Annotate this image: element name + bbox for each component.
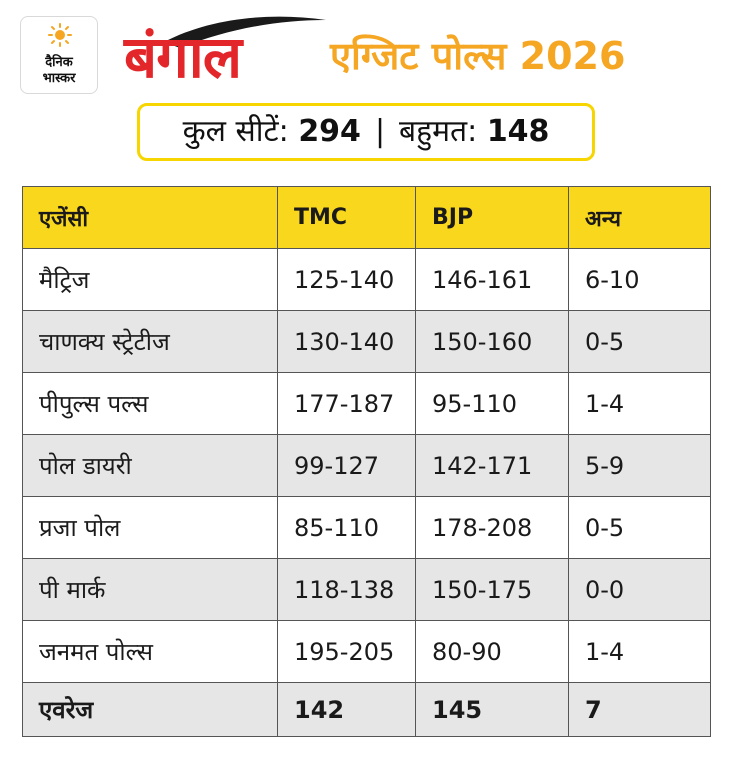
tmc-cell: 195-205: [277, 620, 416, 683]
page-title: एग्जिट पोल्स 2026: [330, 34, 626, 78]
bjp-cell: 146-161: [415, 248, 569, 311]
bjp-cell: 80-90: [415, 620, 569, 683]
others-cell: 0-5: [568, 496, 711, 559]
header-tmc: TMC: [277, 186, 416, 249]
table-header-row: एजेंसी TMC BJP अन्य: [22, 186, 711, 249]
header-bjp: BJP: [415, 186, 569, 249]
majority-value: 148: [486, 114, 550, 149]
brush-swoosh-icon: [164, 16, 326, 48]
separator: |: [374, 114, 386, 149]
tmc-cell: 85-110: [277, 496, 416, 559]
agency-cell: मैट्रिज: [22, 248, 278, 311]
bjp-cell: 178-208: [415, 496, 569, 559]
others-cell: 6-10: [568, 248, 711, 311]
others-cell: 0-0: [568, 558, 711, 621]
header: दैनिक भास्कर बंगाल एग्जिट पोल्स 2026: [0, 0, 730, 100]
brand-bengal: बंगाल: [120, 8, 326, 91]
others-cell: 1-4: [568, 620, 711, 683]
tmc-cell: 99-127: [277, 434, 416, 497]
tmc-cell: 118-138: [277, 558, 416, 621]
bjp-cell: 150-175: [415, 558, 569, 621]
tmc-cell: 130-140: [277, 310, 416, 373]
exit-poll-table: एजेंसी TMC BJP अन्य मैट्रिज 125-140 146-…: [22, 186, 711, 737]
tmc-cell: 125-140: [277, 248, 416, 311]
header-agency: एजेंसी: [22, 186, 278, 249]
dainik-bhaskar-logo[interactable]: दैनिक भास्कर: [20, 16, 98, 94]
agency-cell: प्रजा पोल: [22, 496, 278, 559]
brand-word: बंगाल: [124, 23, 242, 91]
table-row: पी मार्क 118-138 150-175 0-0: [22, 558, 711, 621]
average-row: एवरेज 142 145 7: [22, 682, 711, 737]
agency-cell: जनमत पोल्स: [22, 620, 278, 683]
header-others: अन्य: [568, 186, 711, 249]
agency-cell: पीपुल्स पल्स: [22, 372, 278, 435]
majority-label: बहुमत:: [399, 114, 478, 149]
table-row: पोल डायरी 99-127 142-171 5-9: [22, 434, 711, 497]
table-row: चाणक्य स्ट्रेटीज 130-140 150-160 0-5: [22, 310, 711, 373]
average-others: 7: [568, 682, 711, 737]
others-cell: 1-4: [568, 372, 711, 435]
others-cell: 0-5: [568, 310, 711, 373]
sun-icon: [48, 23, 72, 47]
others-cell: 5-9: [568, 434, 711, 497]
bjp-cell: 142-171: [415, 434, 569, 497]
logo-line-1: दैनिक: [45, 55, 73, 70]
table-row: प्रजा पोल 85-110 178-208 0-5: [22, 496, 711, 559]
table-row: जनमत पोल्स 195-205 80-90 1-4: [22, 620, 711, 683]
total-seats-label: कुल सीटें:: [182, 114, 289, 149]
average-bjp: 145: [415, 682, 569, 737]
total-seats-value: 294: [298, 114, 361, 149]
seats-summary-box: कुल सीटें: 294 | बहुमत: 148: [137, 103, 595, 161]
agency-cell: पोल डायरी: [22, 434, 278, 497]
average-label: एवरेज: [22, 682, 278, 737]
table-row: मैट्रिज 125-140 146-161 6-10: [22, 248, 711, 311]
agency-cell: पी मार्क: [22, 558, 278, 621]
bjp-cell: 95-110: [415, 372, 569, 435]
bjp-cell: 150-160: [415, 310, 569, 373]
average-tmc: 142: [277, 682, 416, 737]
agency-cell: चाणक्य स्ट्रेटीज: [22, 310, 278, 373]
logo-line-2: भास्कर: [42, 71, 76, 86]
tmc-cell: 177-187: [277, 372, 416, 435]
table-row: पीपुल्स पल्स 177-187 95-110 1-4: [22, 372, 711, 435]
